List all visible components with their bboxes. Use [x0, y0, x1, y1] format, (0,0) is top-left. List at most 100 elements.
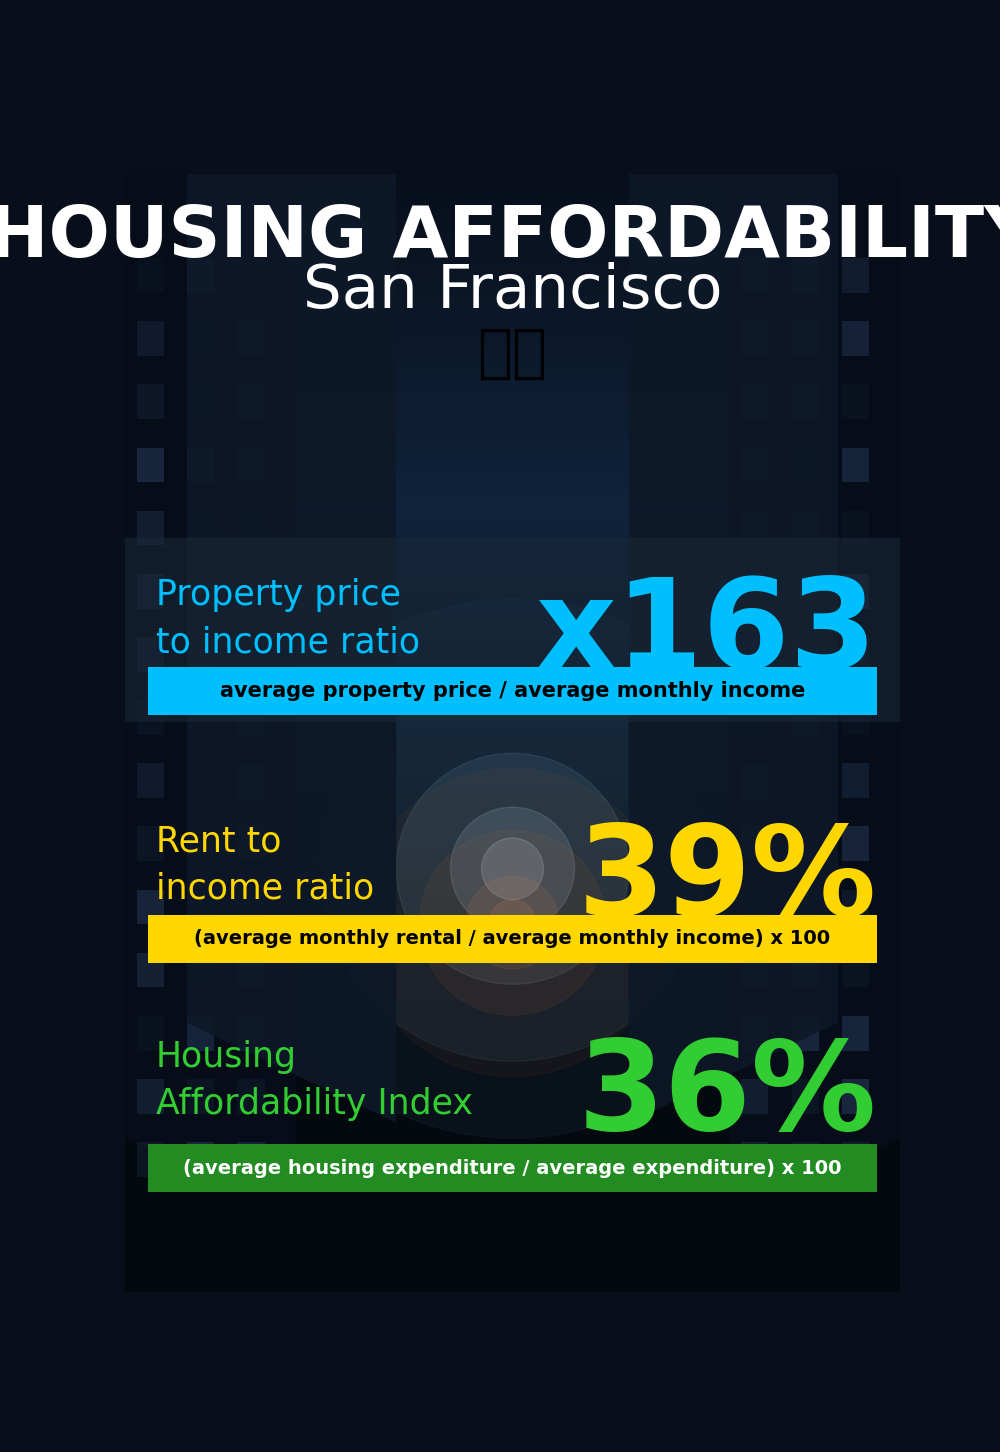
Bar	[741, 637, 768, 672]
Bar	[137, 637, 164, 672]
Bar	[125, 928, 900, 935]
Bar	[187, 826, 214, 861]
Bar	[125, 436, 900, 443]
Circle shape	[358, 768, 668, 1077]
Bar	[125, 1051, 900, 1057]
Bar	[125, 224, 900, 229]
Bar	[137, 700, 164, 735]
Bar	[125, 576, 900, 582]
Bar	[125, 1018, 900, 1024]
Bar	[741, 1016, 768, 1050]
Bar	[125, 184, 900, 192]
Bar	[842, 574, 869, 608]
Bar	[125, 582, 900, 588]
Bar	[125, 274, 900, 280]
Bar	[125, 844, 900, 851]
Bar	[125, 694, 900, 700]
Bar	[125, 867, 900, 873]
Bar	[125, 1175, 900, 1180]
Bar	[125, 1208, 900, 1214]
Bar	[125, 1214, 900, 1220]
Bar	[125, 918, 900, 923]
Circle shape	[450, 807, 574, 931]
Bar	[125, 465, 900, 470]
Bar	[125, 335, 900, 341]
Bar	[125, 727, 900, 733]
Bar	[125, 380, 900, 386]
Bar	[125, 1257, 900, 1265]
Bar	[125, 861, 900, 867]
Bar	[125, 783, 900, 790]
Polygon shape	[125, 174, 296, 1215]
Bar	[125, 1012, 900, 1018]
Bar	[792, 953, 819, 987]
Bar	[125, 396, 900, 404]
Bar	[792, 637, 819, 672]
Bar	[125, 828, 900, 833]
Bar	[125, 1102, 900, 1108]
Bar	[125, 475, 900, 482]
Bar	[187, 1143, 214, 1176]
Bar	[237, 826, 264, 861]
Bar	[187, 637, 214, 672]
Bar	[842, 1143, 869, 1176]
Bar	[125, 498, 900, 504]
Bar	[125, 649, 900, 655]
Bar	[187, 953, 214, 987]
Bar	[125, 1141, 900, 1147]
Bar	[125, 900, 900, 906]
Bar	[842, 447, 869, 482]
Bar	[125, 1263, 900, 1270]
Bar	[125, 330, 900, 337]
Bar	[125, 470, 900, 476]
Bar	[125, 632, 900, 639]
Bar	[125, 1000, 900, 1008]
Bar	[125, 179, 900, 186]
Bar	[125, 218, 900, 225]
Text: x163: x163	[535, 574, 877, 694]
Bar	[125, 408, 900, 415]
Bar	[125, 777, 900, 784]
Bar	[125, 665, 900, 672]
Bar	[842, 1016, 869, 1050]
Bar	[125, 592, 900, 600]
Text: Housing
Affordability Index: Housing Affordability Index	[156, 1040, 473, 1121]
Bar	[125, 285, 900, 292]
Bar	[237, 1016, 264, 1050]
Bar	[125, 420, 900, 425]
Bar	[125, 587, 900, 594]
Bar	[125, 598, 900, 604]
Bar	[125, 906, 900, 912]
Bar	[125, 1112, 900, 1119]
Bar	[125, 302, 900, 308]
Bar	[842, 953, 869, 987]
Bar	[237, 511, 264, 546]
Bar	[842, 890, 869, 925]
Bar	[237, 953, 264, 987]
Text: Property price
to income ratio: Property price to income ratio	[156, 578, 420, 659]
Circle shape	[482, 838, 544, 900]
Bar	[125, 1286, 900, 1292]
Bar	[792, 1016, 819, 1050]
Bar	[237, 1143, 264, 1176]
Bar	[125, 822, 900, 828]
Bar	[125, 616, 900, 621]
Bar	[842, 1079, 869, 1114]
Bar	[187, 700, 214, 735]
Bar	[125, 800, 900, 806]
Bar	[125, 722, 900, 727]
Bar	[125, 1224, 900, 1231]
Bar	[125, 363, 900, 370]
Bar	[125, 894, 900, 900]
Bar	[741, 1079, 768, 1114]
Bar	[237, 890, 264, 925]
Bar	[741, 1143, 768, 1176]
Bar	[125, 353, 900, 359]
Bar	[125, 1096, 900, 1102]
Bar	[125, 447, 900, 453]
Bar	[125, 710, 900, 716]
Bar	[842, 637, 869, 672]
Bar	[125, 559, 900, 566]
Bar	[237, 574, 264, 608]
Bar	[125, 241, 900, 247]
